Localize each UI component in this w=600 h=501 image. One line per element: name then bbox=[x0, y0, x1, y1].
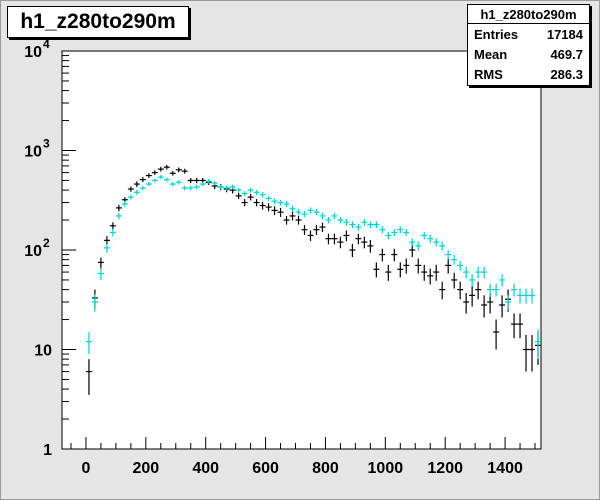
stats-value: 17184 bbox=[546, 26, 583, 42]
stats-row-rms: RMS 286.3 bbox=[468, 64, 589, 84]
histogram-title: h1_z280to290m bbox=[7, 6, 189, 38]
x-tick-label: 1000 bbox=[368, 460, 404, 477]
stats-value: 469.7 bbox=[550, 46, 583, 62]
stats-name: h1_z280to290m bbox=[468, 5, 589, 24]
x-tick-label: 0 bbox=[81, 460, 90, 477]
stats-box: h1_z280to290m Entries 17184 Mean 469.7 R… bbox=[467, 4, 590, 86]
plot-area bbox=[61, 50, 542, 450]
x-tick-label: 800 bbox=[312, 460, 339, 477]
x-tick-label: 1400 bbox=[487, 460, 523, 477]
x-tick-label: 200 bbox=[132, 460, 159, 477]
y-tick-label: 10 bbox=[34, 343, 52, 360]
stats-label: Entries bbox=[474, 26, 519, 42]
y-tick-exponent: 4 bbox=[43, 37, 50, 51]
y-tick-exponent: 3 bbox=[43, 137, 50, 151]
y-tick-label: 10 bbox=[24, 243, 42, 260]
stats-row-entries: Entries 17184 bbox=[468, 24, 589, 44]
y-tick-exponent: 2 bbox=[43, 236, 50, 250]
y-tick-label: 10 bbox=[24, 44, 42, 61]
stats-row-mean: Mean 469.7 bbox=[468, 44, 589, 64]
x-tick-label: 400 bbox=[192, 460, 219, 477]
x-tick-label: 1200 bbox=[427, 460, 463, 477]
stats-value: 286.3 bbox=[550, 66, 583, 82]
stats-label: RMS bbox=[474, 66, 503, 82]
stats-label: Mean bbox=[474, 46, 508, 62]
y-tick-label: 10 bbox=[24, 144, 42, 161]
x-tick-label: 600 bbox=[252, 460, 279, 477]
y-tick-label: 1 bbox=[43, 442, 52, 459]
